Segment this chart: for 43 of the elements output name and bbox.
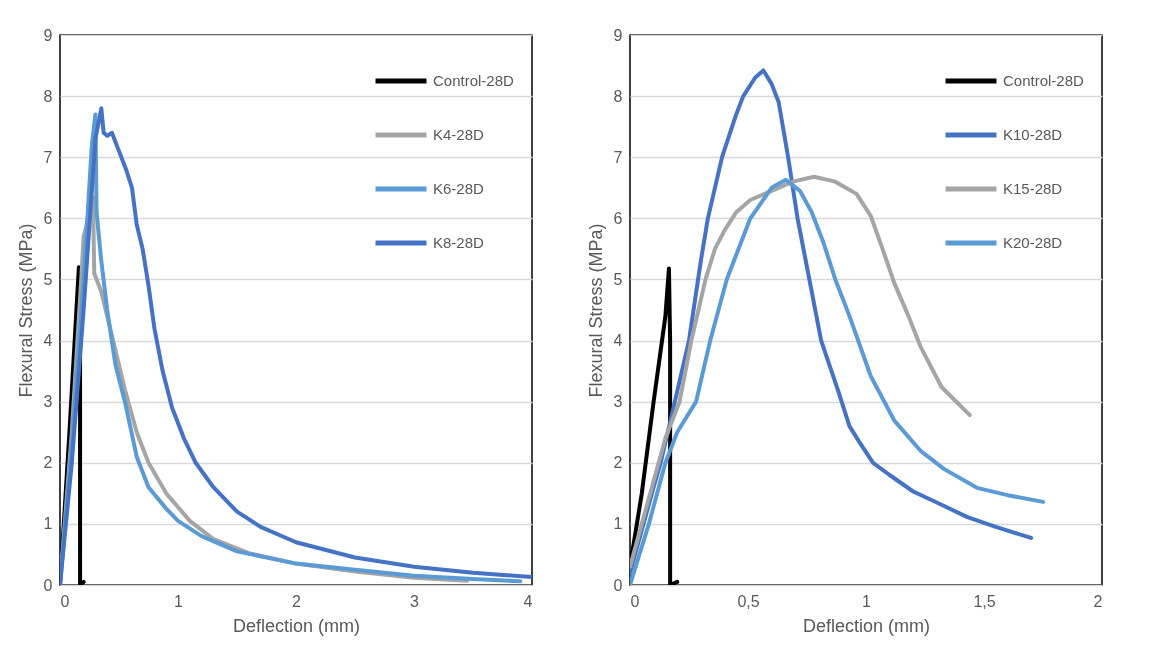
y-tick-label: 6 <box>613 209 623 227</box>
y-tick-label: 2 <box>43 454 53 472</box>
y-tick-label: 7 <box>43 148 53 166</box>
legend-label: K20-28D <box>1003 234 1063 251</box>
y-tick-label: 1 <box>613 515 623 533</box>
y-tick-label: 5 <box>43 270 53 288</box>
x-tick-label: 2 <box>292 592 302 610</box>
legend-label: Control-28D <box>433 72 515 89</box>
x-tick-label: 1 <box>862 592 872 610</box>
y-tick-label: 7 <box>613 148 623 166</box>
y-tick-label: 8 <box>613 87 623 105</box>
legend-label: K15-28D <box>1003 180 1063 197</box>
legend-label: K8-28D <box>433 234 485 251</box>
legend-label: K10-28D <box>1003 126 1063 143</box>
x-tick-label: 0 <box>630 592 640 610</box>
line-series <box>630 174 972 569</box>
y-tick-label: 4 <box>613 332 623 350</box>
y-tick-label: 9 <box>613 26 623 44</box>
y-tick-label: 1 <box>43 515 53 533</box>
y-axis-title: Flexural Stress (MPa) <box>585 223 606 398</box>
x-tick-label: 4 <box>523 592 533 610</box>
y-tick-label: 9 <box>43 26 53 44</box>
y-tick-label: 0 <box>43 576 53 594</box>
y-tick-label: 3 <box>43 393 53 411</box>
x-tick-label: 3 <box>410 592 420 610</box>
x-tick-label: 1 <box>174 592 184 610</box>
y-axis-title: Flexural Stress (MPa) <box>15 223 36 398</box>
x-tick-label: 0 <box>60 592 70 610</box>
x-axis-title: Deflection (mm) <box>232 615 361 636</box>
y-tick-label: 8 <box>43 87 53 105</box>
y-tick-label: 5 <box>613 270 623 288</box>
y-tick-label: 3 <box>613 393 623 411</box>
x-axis-title: Deflection (mm) <box>802 615 931 636</box>
legend-label: K6-28D <box>433 180 485 197</box>
x-tick-label: 2 <box>1093 592 1103 610</box>
y-tick-label: 6 <box>43 209 53 227</box>
x-tick-label: 0,5 <box>737 592 760 610</box>
legend-label: K4-28D <box>433 126 485 143</box>
y-tick-label: 0 <box>613 576 623 594</box>
y-tick-label: 2 <box>613 454 623 472</box>
x-tick-label: 1,5 <box>973 592 996 610</box>
y-tick-label: 4 <box>43 332 53 350</box>
legend-label: Control-28D <box>1003 72 1085 89</box>
